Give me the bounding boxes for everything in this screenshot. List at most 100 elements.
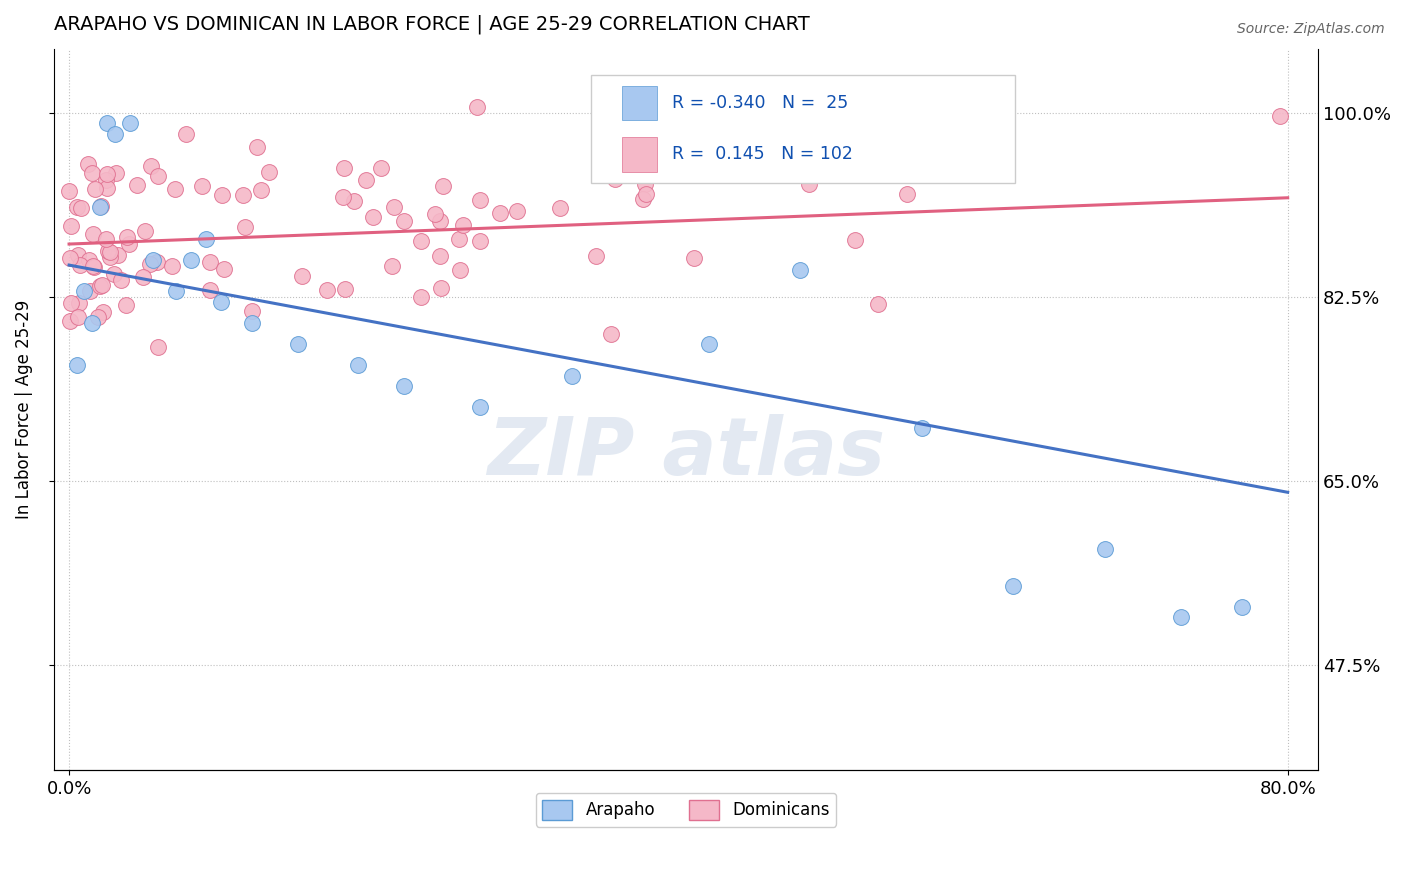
Point — [104, 166, 127, 180]
Point — [380, 259, 402, 273]
Point — [69, 258, 91, 272]
Point — [465, 100, 488, 114]
Point — [287, 337, 309, 351]
Point — [354, 173, 377, 187]
Point — [146, 169, 169, 183]
Point — [82, 259, 104, 273]
Point — [634, 187, 657, 202]
Point — [73, 285, 96, 299]
Point — [449, 232, 471, 246]
Point — [361, 211, 384, 225]
Point — [409, 235, 432, 249]
Point — [697, 337, 720, 351]
Bar — [621, 137, 657, 172]
Point — [60, 219, 83, 233]
Text: ARAPAHO VS DOMINICAN IN LABOR FORCE | AGE 25-29 CORRELATION CHART: ARAPAHO VS DOMINICAN IN LABOR FORCE | AG… — [53, 15, 810, 35]
Point — [429, 249, 451, 263]
Point — [1268, 109, 1291, 123]
Point — [449, 263, 471, 277]
Point — [506, 204, 529, 219]
Point — [246, 140, 269, 154]
Point — [70, 201, 93, 215]
Point — [911, 421, 934, 435]
Point — [138, 257, 160, 271]
Y-axis label: In Labor Force | Age 25-29: In Labor Force | Age 25-29 — [15, 300, 32, 519]
Point — [141, 159, 163, 173]
Point — [180, 252, 202, 267]
Point — [91, 278, 114, 293]
Point — [96, 116, 118, 130]
Point — [198, 284, 221, 298]
Point — [118, 116, 141, 130]
Point — [165, 285, 187, 299]
Point — [198, 255, 221, 269]
Point — [91, 305, 114, 319]
Point — [89, 279, 111, 293]
Point — [316, 283, 339, 297]
Point — [107, 247, 129, 261]
Point — [195, 232, 218, 246]
Point — [451, 219, 474, 233]
Point — [132, 269, 155, 284]
Point — [90, 199, 112, 213]
Point — [212, 261, 235, 276]
Point — [58, 184, 80, 198]
Point — [114, 297, 136, 311]
Point — [98, 245, 121, 260]
Point — [191, 178, 214, 193]
Point — [67, 248, 90, 262]
Point — [82, 227, 104, 242]
Point — [430, 280, 453, 294]
Point — [470, 234, 492, 248]
Point — [585, 249, 607, 263]
Point — [634, 177, 657, 191]
Point — [96, 167, 118, 181]
Point — [827, 166, 849, 180]
Point — [548, 201, 571, 215]
Point — [370, 161, 392, 175]
Point — [347, 358, 370, 372]
Point — [259, 165, 281, 179]
Point — [110, 273, 132, 287]
Text: R = -0.340   N =  25: R = -0.340 N = 25 — [672, 94, 848, 112]
Point — [125, 178, 148, 192]
Point — [633, 192, 655, 206]
Point — [896, 187, 918, 202]
Point — [79, 284, 101, 298]
Point — [165, 181, 187, 195]
Point — [142, 252, 165, 267]
Point — [470, 400, 492, 414]
Point — [60, 296, 83, 310]
Point — [382, 200, 405, 214]
Legend: Arapaho, Dominicans: Arapaho, Dominicans — [536, 793, 837, 827]
Point — [162, 259, 184, 273]
Point — [1230, 599, 1253, 614]
Point — [83, 260, 105, 274]
Point — [682, 252, 704, 266]
Point — [174, 127, 197, 141]
Point — [392, 379, 415, 393]
Point — [1170, 610, 1192, 624]
Point — [59, 252, 82, 266]
Point — [86, 310, 108, 325]
Text: R =  0.145   N = 102: R = 0.145 N = 102 — [672, 145, 853, 163]
Point — [291, 268, 314, 283]
Point — [98, 251, 121, 265]
Point — [84, 182, 107, 196]
Point — [1002, 579, 1025, 593]
Point — [134, 224, 156, 238]
Point — [118, 236, 141, 251]
Point — [79, 253, 101, 268]
Point — [104, 127, 127, 141]
Point — [1094, 542, 1116, 557]
Point — [603, 172, 626, 186]
Point — [94, 173, 117, 187]
Point — [249, 183, 271, 197]
Point — [232, 188, 254, 202]
Point — [333, 282, 356, 296]
Point — [561, 368, 583, 383]
Point — [65, 200, 87, 214]
Point — [117, 229, 139, 244]
Point — [89, 200, 111, 214]
Point — [66, 358, 89, 372]
